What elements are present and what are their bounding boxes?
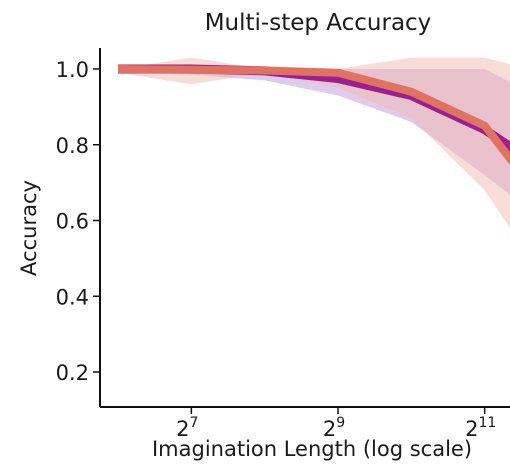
y-ticks: 0.2 0.4 0.6 0.8 1.0 [56,58,100,385]
y-tick-label: 0.4 [56,285,89,309]
y-tick-label: 0.8 [56,134,89,158]
y-axis-label: Accuracy [17,180,41,276]
confidence-bands [118,58,510,300]
chart-title: Multi-step Accuracy [205,10,432,36]
y-tick-label: 0.2 [56,361,89,385]
y-tick-label: 1.0 [56,58,89,82]
x-axis-label: Imagination Length (log scale) [152,437,472,461]
series-2-band [118,58,510,300]
y-tick-label: 0.6 [56,210,89,234]
